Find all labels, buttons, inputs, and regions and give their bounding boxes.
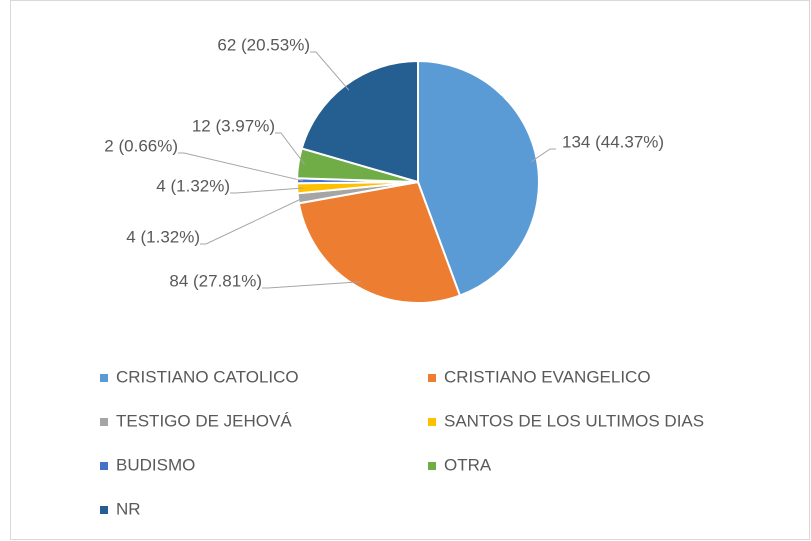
data-label: 84 (27.81%) <box>169 271 262 290</box>
legend-label: TESTIGO DE JEHOVÁ <box>116 411 292 430</box>
pie-slice <box>417 59 540 297</box>
legend-swatch <box>428 374 436 382</box>
legend-swatch <box>100 462 108 470</box>
leader-line <box>275 132 305 165</box>
legend-swatch <box>428 418 436 426</box>
legend-label: SANTOS DE LOS ULTIMOS DIAS <box>444 411 704 430</box>
legend-swatch <box>100 418 108 426</box>
data-label: 12 (3.97%) <box>192 116 275 135</box>
data-label: 2 (0.66%) <box>104 136 178 155</box>
legend-label: CRISTIANO CATOLICO <box>116 367 299 386</box>
leader-line <box>230 187 304 194</box>
data-label: 134 (44.37%) <box>562 132 664 151</box>
leader-line <box>262 281 361 289</box>
leader-line <box>200 197 305 245</box>
legend-label: CRISTIANO EVANGELICO <box>444 367 651 386</box>
pie-slice <box>297 180 462 304</box>
legend-swatch <box>100 374 108 382</box>
leader-line <box>310 51 350 91</box>
leader-line <box>178 152 304 182</box>
data-label: 62 (20.53%) <box>217 35 310 54</box>
data-label: 4 (1.32%) <box>156 176 230 195</box>
legend-label: BUDISMO <box>116 455 195 474</box>
leader-line <box>530 148 556 163</box>
legend-label: OTRA <box>444 455 492 474</box>
legend-swatch <box>428 462 436 470</box>
data-label: 4 (1.32%) <box>126 227 200 246</box>
legend-swatch <box>100 506 108 514</box>
legend-label: NR <box>116 499 141 518</box>
